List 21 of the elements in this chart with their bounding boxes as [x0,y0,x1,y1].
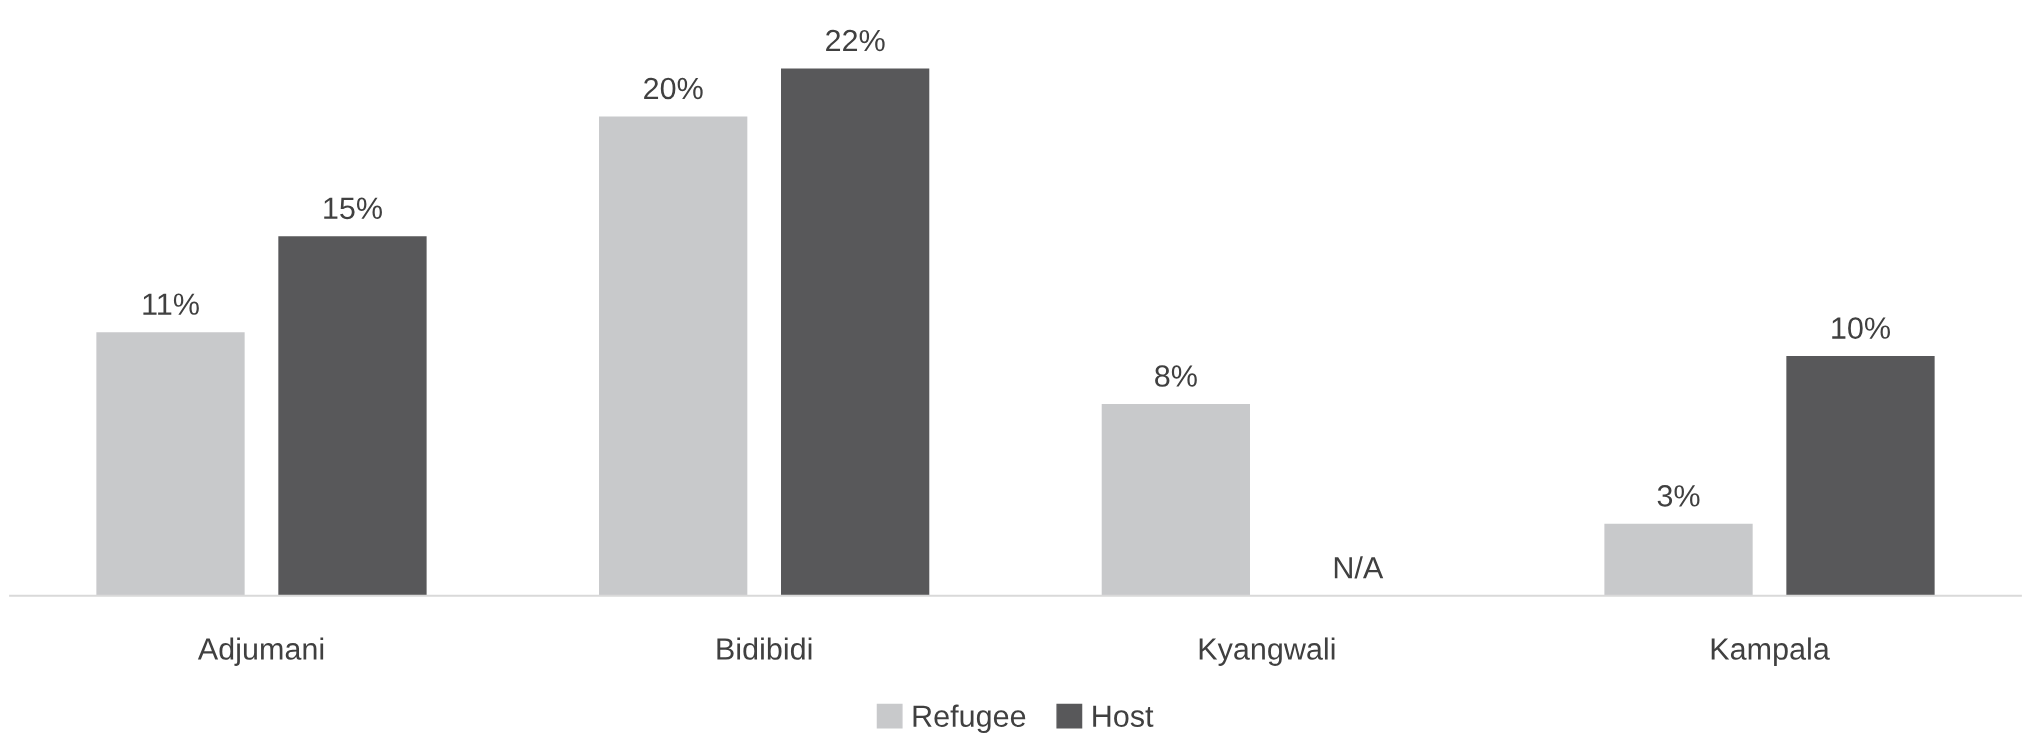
bar [96,332,245,596]
data-label: 10% [1832,317,1890,339]
x-tick-label: Kampala [1711,637,1830,666]
legend-label: Refugee [913,704,1026,734]
text: N/A [1334,556,1384,579]
data-label: 8% [1155,365,1197,387]
legend-label: Host [1093,705,1154,727]
data-label: 15% [324,197,382,220]
x-tick-label: Adjumani [197,637,324,666]
data-label: 20% [644,77,703,100]
x-tick-label: Kyangwali [1199,637,1335,666]
data-label: 22% [826,29,885,52]
bar [599,116,748,596]
bar [1786,356,1935,596]
bar [278,236,427,596]
data-label: 11% [143,293,199,315]
bar [1604,523,1753,596]
data-label: 3% [1657,485,1700,507]
bar [781,68,930,596]
x-tick-label: Bidibidi [717,637,812,660]
bar [1101,404,1250,596]
